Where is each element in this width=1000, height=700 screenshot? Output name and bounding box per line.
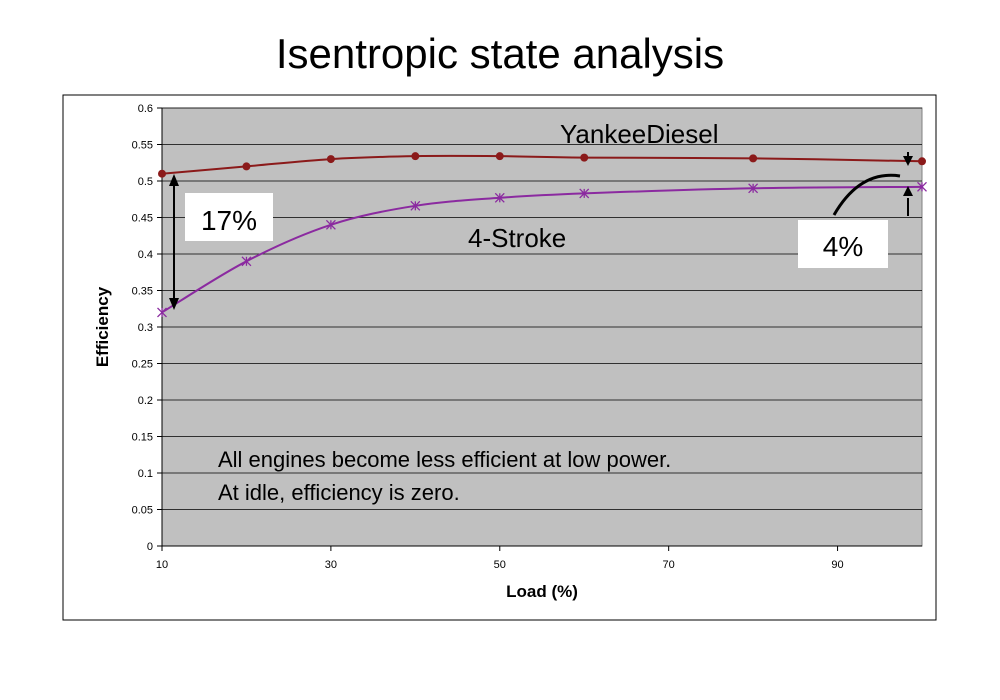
data-point-4-stroke xyxy=(157,307,167,318)
y-tick-label: 0 xyxy=(147,541,153,553)
y-tick-label: 0.4 xyxy=(138,249,153,261)
series-label-yankeediesel: YankeeDiesel xyxy=(560,119,719,149)
data-point-4-stroke xyxy=(917,181,927,192)
axes: 0 0.05 0.1 0.15 0.2 0.25 0.3 0.35 0.4 0.45 0.5 0.55… xyxy=(132,103,922,571)
gap-17-arrow-bottom-head xyxy=(169,298,179,310)
y-tick-label: 0.15 xyxy=(132,432,153,444)
y-tick-label: 0.1 xyxy=(138,468,153,480)
y-tick-label: 0.6 xyxy=(138,103,153,115)
series-label-4-stroke: 4-Stroke xyxy=(468,223,566,253)
data-point-yankeediesel xyxy=(242,162,251,171)
data-point-yankeediesel xyxy=(158,169,166,178)
data-point-yankeediesel xyxy=(495,152,504,161)
data-point-yankeediesel xyxy=(749,154,758,163)
x-axis-label: Load (%) xyxy=(506,582,578,601)
gap-17-arrow-top-head xyxy=(169,174,179,186)
data-point-4-stroke xyxy=(748,183,759,194)
y-tick-label: 0.3 xyxy=(138,322,153,334)
data-point-yankeediesel xyxy=(411,152,420,161)
gap-17-label: 17% xyxy=(201,205,257,236)
y-tick-label: 0.55 xyxy=(132,140,153,152)
gap-4-arrow-bottom-head xyxy=(903,186,913,196)
y-tick-label: 0.5 xyxy=(138,176,153,188)
x-tick-label: 30 xyxy=(325,559,337,571)
y-tick-label: 0.05 xyxy=(132,505,153,517)
note-line-1: All engines become less efficient at low… xyxy=(218,447,671,472)
gap-4-leader-line xyxy=(832,173,901,216)
gap-4-label: 4% xyxy=(823,231,863,262)
gap-4-arrow-top-head xyxy=(903,156,913,166)
y-tick-label: 0.45 xyxy=(132,213,153,225)
y-axis-label: Efficiency xyxy=(93,286,112,367)
gap-17-label-box xyxy=(185,193,273,241)
note-line-2: At idle, efficiency is zero. xyxy=(218,480,460,505)
y-tick-label: 0.25 xyxy=(132,359,153,371)
x-tick-label: 90 xyxy=(831,559,843,571)
data-point-yankeediesel xyxy=(918,157,926,166)
data-point-4-stroke xyxy=(241,256,252,267)
data-point-yankeediesel xyxy=(580,153,589,162)
data-point-4-stroke xyxy=(325,219,336,230)
y-tick-label: 0.2 xyxy=(138,395,153,407)
data-point-4-stroke xyxy=(579,188,590,199)
x-tick-label: 10 xyxy=(156,559,168,571)
series xyxy=(157,152,927,318)
x-tick-label: 70 xyxy=(663,559,675,571)
data-point-4-stroke xyxy=(410,200,421,211)
y-tick-label: 0.35 xyxy=(132,286,153,298)
chart-title: Isentropic state analysis xyxy=(275,30,725,77)
data-point-yankeediesel xyxy=(326,155,335,164)
gap-4-label-box xyxy=(798,220,888,268)
data-point-4-stroke xyxy=(494,192,505,203)
x-tick-label: 50 xyxy=(494,559,506,571)
grid-lines xyxy=(162,107,922,510)
